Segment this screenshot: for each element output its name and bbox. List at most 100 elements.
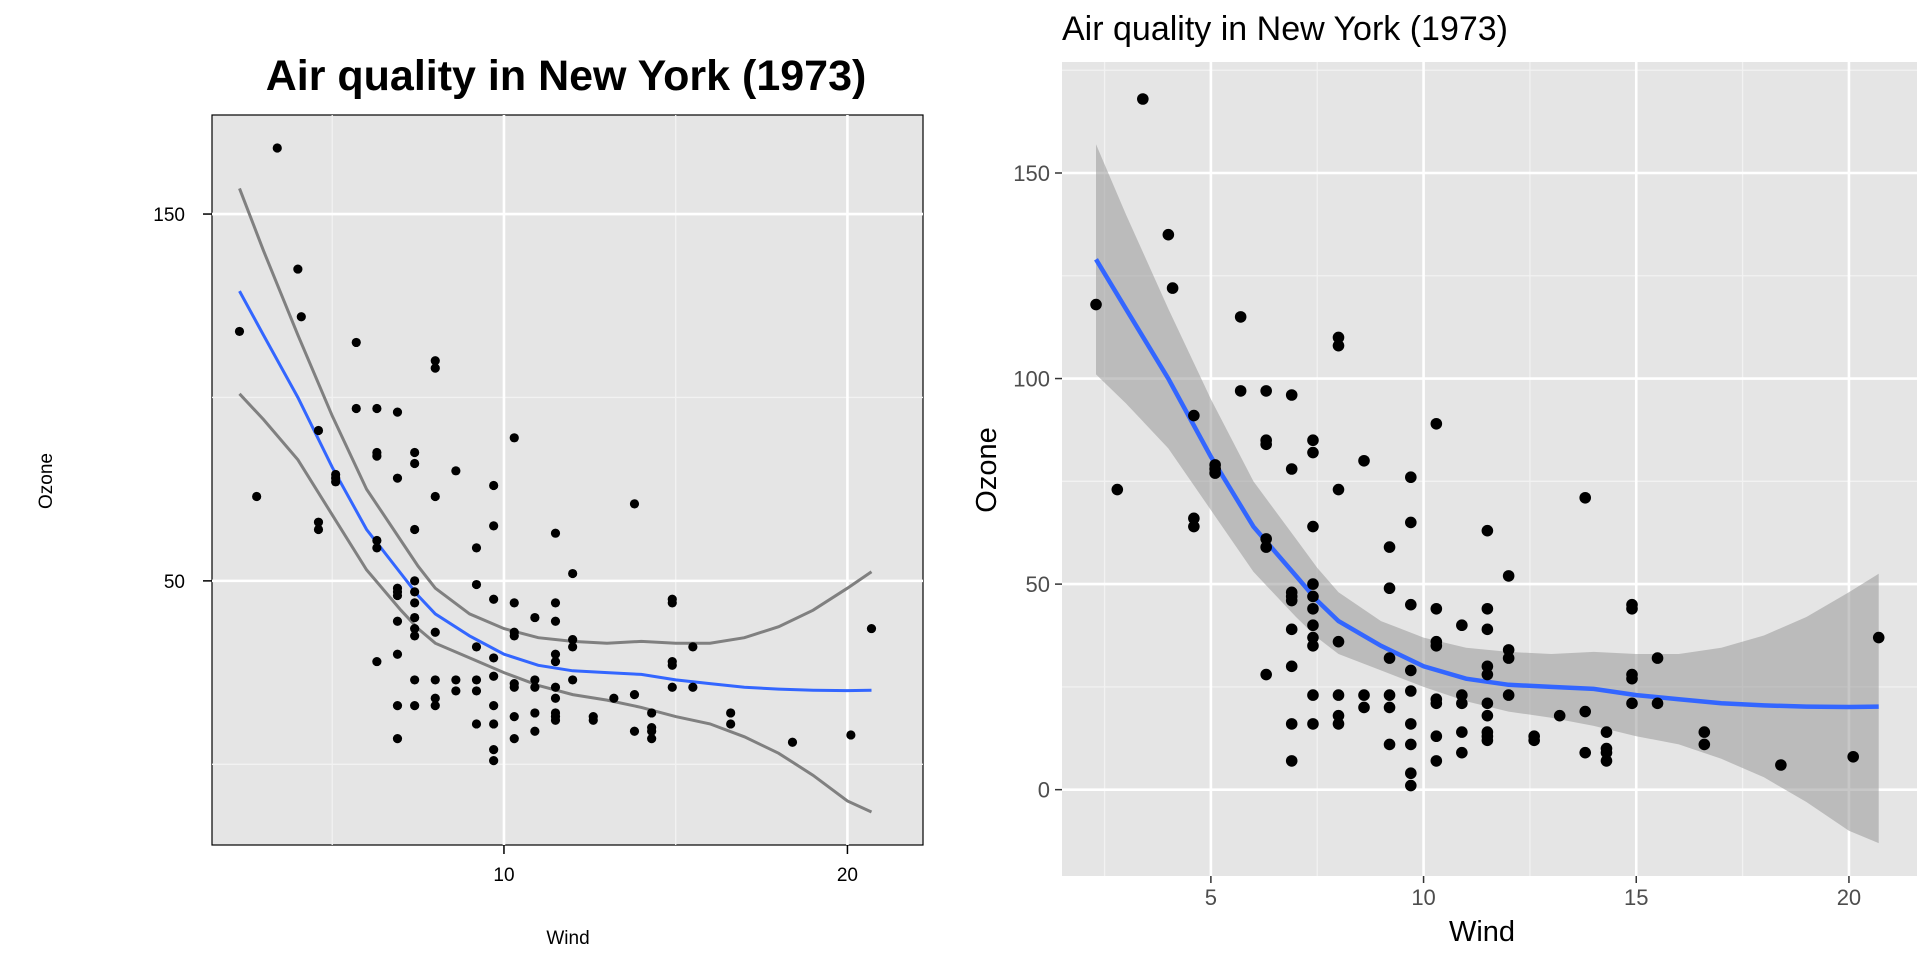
- right-data-point: [1502, 689, 1515, 701]
- left-data-point: [550, 649, 561, 659]
- right-data-point: [1209, 463, 1221, 475]
- left-data-point: [430, 491, 440, 502]
- left-data-point: [509, 598, 519, 608]
- left-data-point: [471, 719, 482, 729]
- left-data-point: [410, 675, 420, 685]
- left-data-point: [410, 524, 420, 535]
- right-data-point: [1234, 385, 1247, 397]
- right-data-point: [1307, 520, 1319, 533]
- left-data-point: [489, 480, 499, 491]
- left-data-point: [647, 734, 657, 744]
- left-data-point: [550, 715, 561, 725]
- left-data-point: [550, 616, 561, 626]
- right-confidence-ribbon: [1096, 144, 1879, 844]
- right-data-point: [1626, 672, 1638, 685]
- left-data-point: [726, 719, 736, 729]
- left-data-point: [372, 403, 382, 414]
- right-data-point: [1234, 311, 1247, 323]
- left-data-point: [293, 264, 303, 274]
- left-data-point: [509, 734, 519, 744]
- right-data-point: [1405, 767, 1417, 780]
- left-data-point: [846, 730, 856, 740]
- right-data-point: [1137, 93, 1149, 105]
- right-data-point: [1260, 385, 1272, 397]
- left-data-point: [489, 521, 499, 531]
- right-data-point: [1651, 697, 1664, 710]
- right-data-point: [1481, 734, 1494, 747]
- left-data-point: [471, 543, 482, 553]
- right-data-point: [1430, 755, 1443, 767]
- left-data-point: [629, 499, 640, 509]
- right-data-point: [1307, 639, 1319, 652]
- left-data-point: [392, 734, 403, 744]
- right-data-point: [1383, 701, 1396, 714]
- right-axes: 5 10 15 20 0 50 100 150: [1013, 161, 1861, 910]
- left-panel: Air quality in New York (1973) 10 20 50 150…: [36, 52, 924, 949]
- right-data-point: [1358, 701, 1370, 714]
- right-data-point: [1358, 689, 1370, 701]
- left-chart-title: Air quality in New York (1973): [266, 52, 867, 100]
- right-data-point: [1166, 282, 1179, 294]
- left-data-point: [471, 675, 482, 685]
- right-data-point: [1260, 541, 1272, 553]
- right-chart-title: Air quality in New York (1973): [1062, 10, 1508, 48]
- right-confidence-band: [1096, 144, 1879, 844]
- right-y-tick-label: 0: [1038, 778, 1050, 803]
- right-data-point: [1651, 652, 1664, 664]
- left-data-point: [313, 517, 324, 527]
- right-data-point: [1332, 331, 1345, 344]
- right-data-point: [1285, 463, 1298, 475]
- left-data-point: [313, 524, 324, 535]
- left-data-point: [471, 642, 482, 652]
- left-data-point: [568, 642, 578, 652]
- left-data-point: [509, 712, 519, 722]
- left-data-point: [568, 675, 578, 685]
- right-x-tick-label: 5: [1205, 885, 1217, 910]
- right-data-point: [1383, 582, 1396, 595]
- right-data-point: [1307, 578, 1319, 590]
- left-axes: 10 20 50 150: [153, 205, 858, 886]
- right-data-point: [1698, 738, 1711, 751]
- right-data-point: [1847, 750, 1859, 763]
- right-data-point: [1600, 746, 1613, 759]
- right-data-point: [1626, 697, 1638, 710]
- left-data-point: [509, 631, 519, 641]
- right-data-point: [1579, 491, 1592, 504]
- right-data-point: [1285, 718, 1298, 730]
- left-data-point: [588, 715, 598, 725]
- left-x-tick-label: 20: [837, 865, 858, 886]
- left-data-point: [489, 653, 499, 663]
- left-data-point: [372, 656, 382, 667]
- right-data-point: [1332, 709, 1345, 722]
- left-data-point: [489, 719, 499, 729]
- left-data-point: [410, 447, 420, 458]
- right-data-point: [1481, 623, 1494, 636]
- left-data-point: [568, 634, 578, 645]
- left-data-point: [451, 675, 461, 685]
- left-data-point: [430, 356, 440, 366]
- right-data-point: [1188, 409, 1200, 422]
- left-data-point: [351, 337, 361, 348]
- left-data-point: [430, 627, 440, 637]
- right-data-point: [1111, 483, 1124, 496]
- left-gridlines: [212, 115, 923, 845]
- right-data-point: [1405, 738, 1417, 751]
- left-data-point: [609, 693, 619, 703]
- left-data-point: [392, 616, 403, 626]
- left-data-point: [313, 425, 324, 436]
- right-data-point: [1260, 668, 1272, 681]
- left-data-point: [489, 745, 499, 755]
- right-data-point: [1579, 746, 1592, 759]
- right-data-point: [1600, 755, 1613, 767]
- right-data-point: [1285, 660, 1298, 673]
- left-data-point: [489, 671, 499, 681]
- right-smooth-layer: [1094, 258, 1879, 710]
- right-data-point: [1188, 520, 1200, 533]
- left-data-point: [688, 682, 698, 692]
- left-data-point: [430, 675, 440, 685]
- left-upper-ci-line: [238, 187, 873, 645]
- left-data-point: [568, 568, 578, 579]
- left-data-point: [392, 407, 403, 417]
- right-data-point: [1481, 524, 1494, 537]
